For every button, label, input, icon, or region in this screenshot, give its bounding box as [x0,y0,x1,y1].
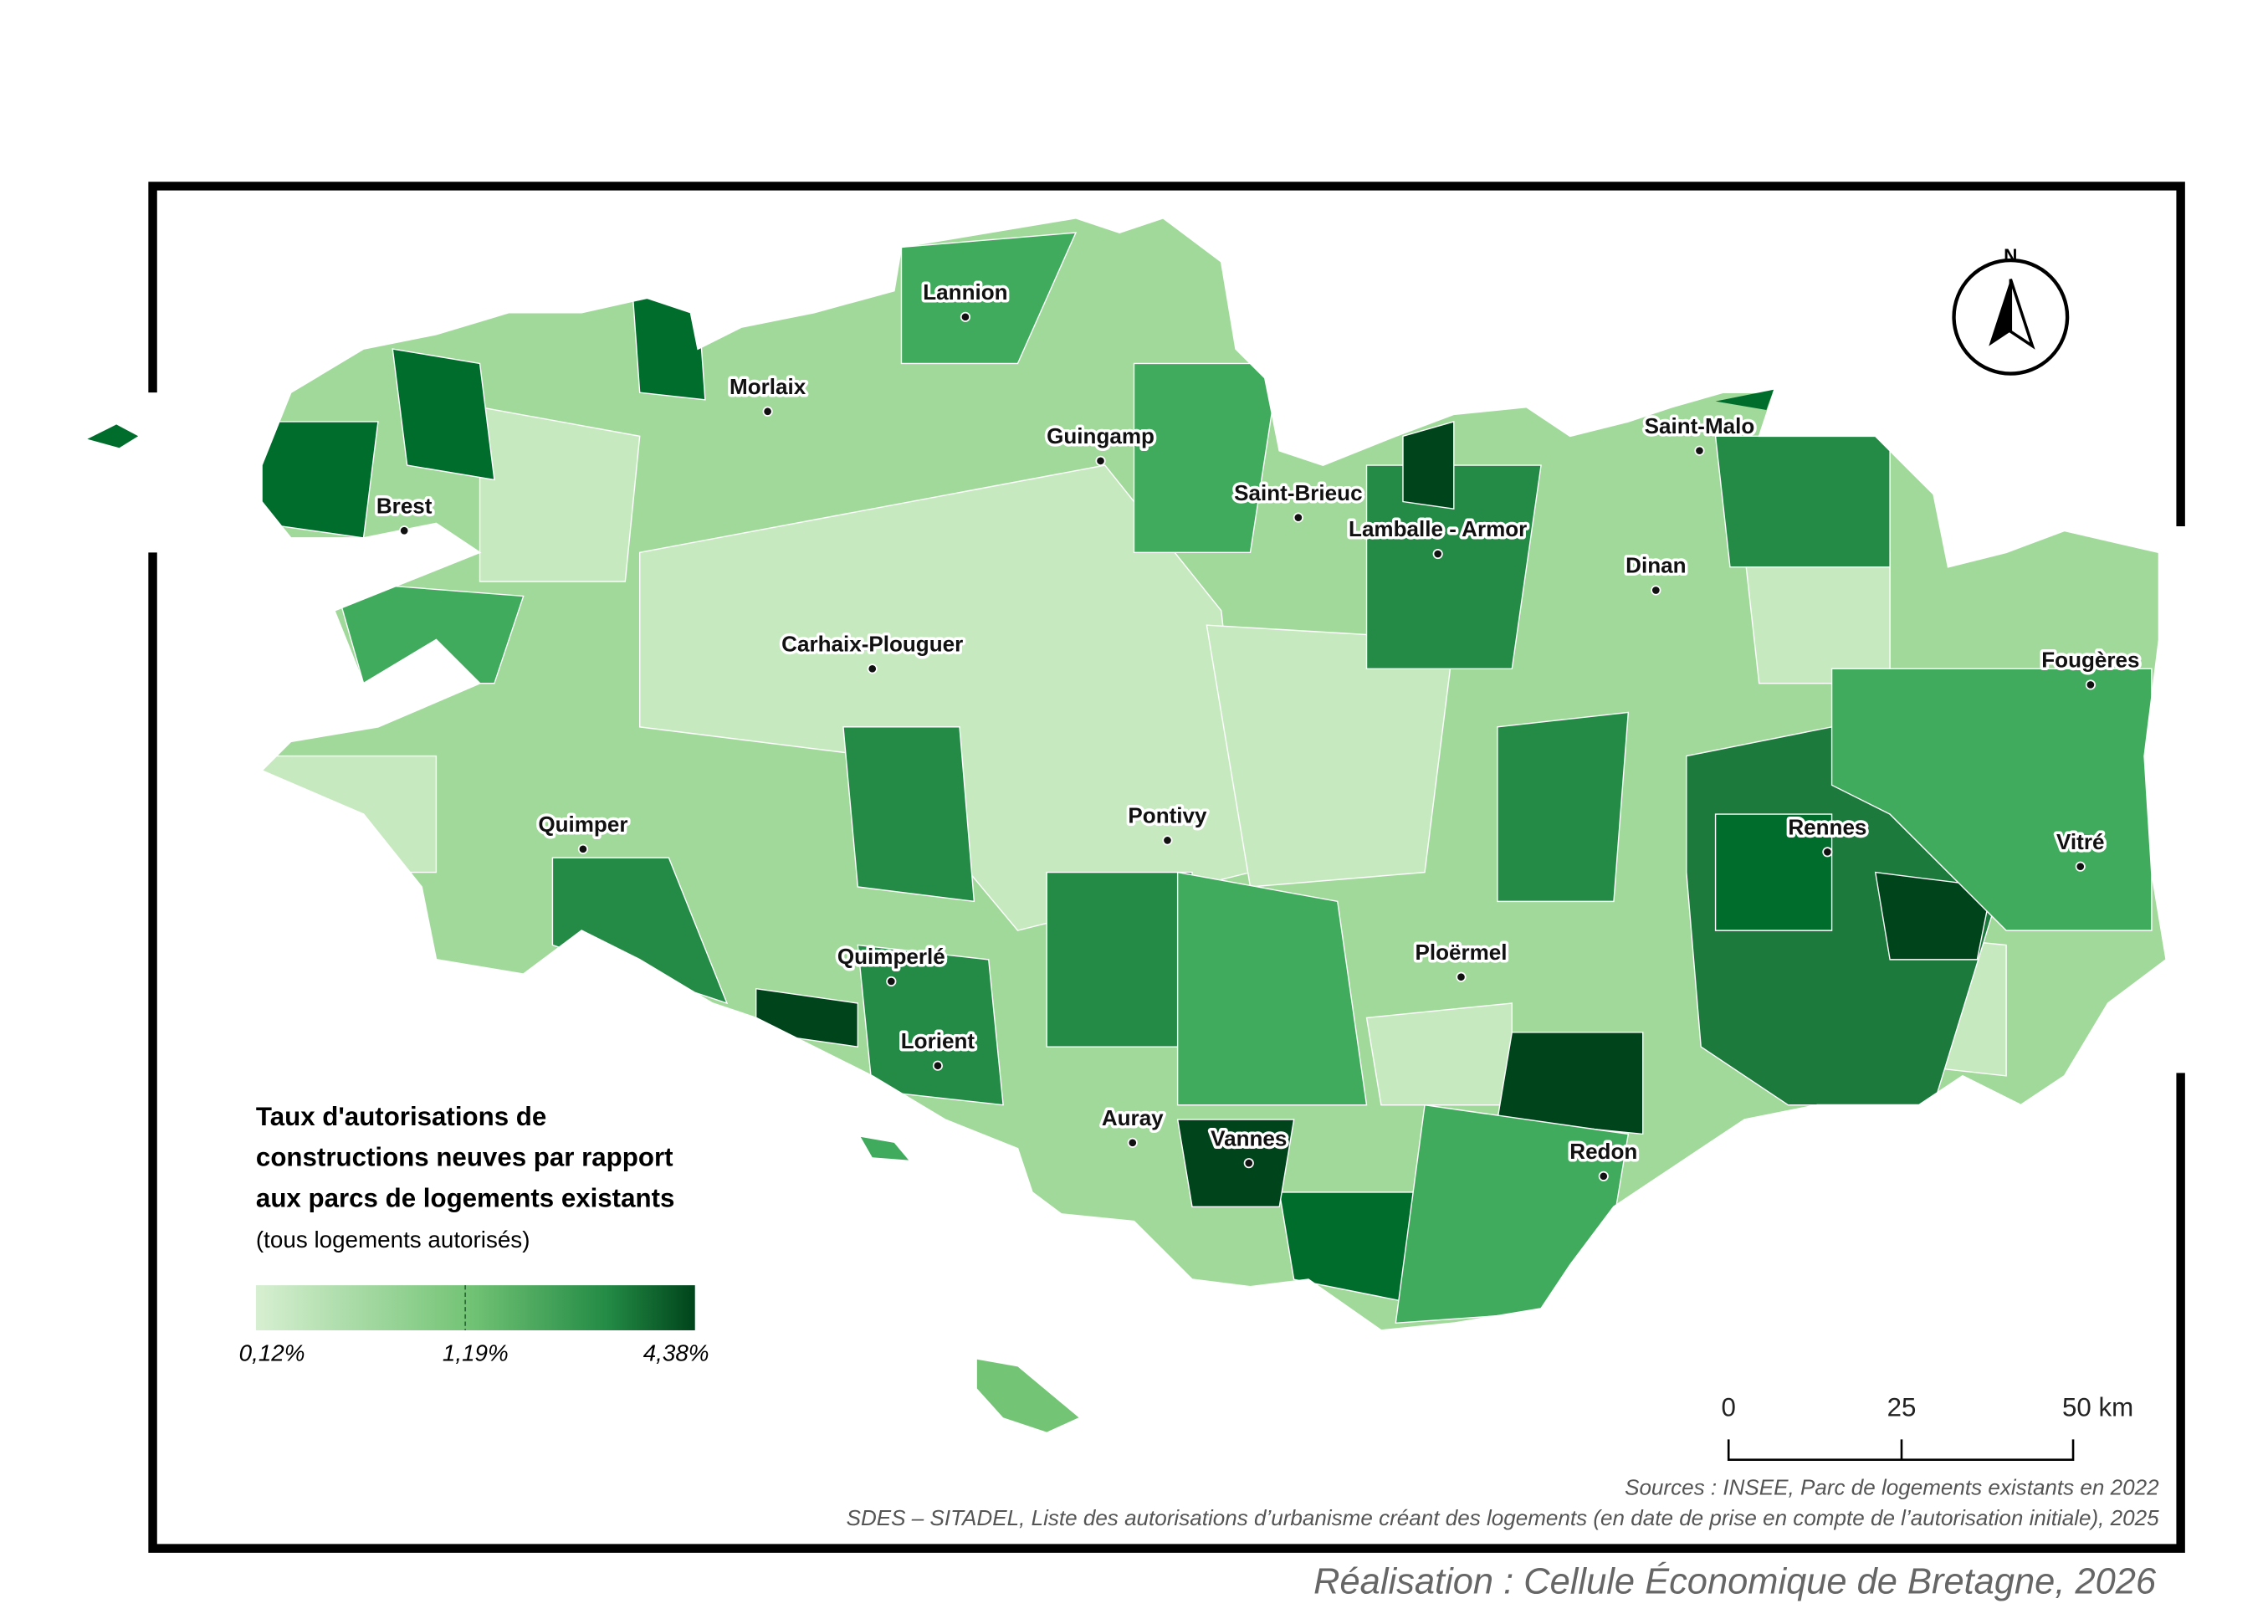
source: Sources : INSEE, Parc de logements exist… [1625,1474,2159,1499]
city-dot [399,525,410,536]
city-label: Fougères [2041,648,2139,673]
north-arrow: N [1952,245,2070,376]
city-label: Pontivy [1128,803,1207,828]
city-dot [1456,971,1467,982]
city-label: Vannes [1211,1125,1287,1150]
city-dot [1822,847,1833,858]
credit: Réalisation : Cellule Économique de Bret… [1313,1561,2157,1602]
city-dot [2085,679,2096,690]
city-dot [1127,1137,1138,1148]
city-label: Saint-Malo [1645,413,1755,438]
scale-label: 50 km [2062,1393,2133,1422]
scale-label: 25 [1887,1393,1917,1422]
legend-label: 1,19% [443,1340,509,1365]
city-label: Redon [1569,1139,1637,1164]
city-label: Guingamp [1047,423,1154,448]
city-dot [867,663,878,674]
source: SDES – SITADEL, Liste des autorisations … [847,1505,2159,1530]
city-dot [1095,455,1106,466]
city-dot [932,1060,943,1071]
scale-bar [1727,1439,2075,1461]
frame [148,182,2185,1553]
city-dot [577,843,588,854]
city-label: Lamballe - Armor [1349,516,1527,541]
city-dot [1293,512,1303,523]
city-dot [2075,861,2086,872]
cities: Lannion Morlaix Guingamp Brest Saint-Brieuc L… [373,276,2143,1181]
islands [87,389,1774,1432]
city-dot [1243,1158,1254,1169]
legend-title: aux parcs de logements existants [256,1183,674,1212]
city-label: Morlaix [730,374,806,399]
city-label: Saint-Brieuc [1234,480,1362,505]
scale-label: 0 [1722,1393,1736,1422]
city-dot [960,311,971,322]
city-dot [1162,835,1173,846]
city-label: Lorient [901,1028,975,1053]
city-label: Lannion [923,279,1007,305]
city-label: Vitré [2056,829,2104,854]
legend-label: 4,38% [643,1340,709,1365]
city-dot [1651,585,1661,596]
city-label: Dinan [1625,553,1686,578]
legend-label: 0,12% [239,1340,305,1365]
city-label: Rennes [1788,814,1866,839]
city-label: Auray [1102,1105,1164,1130]
city-dot [1694,445,1705,456]
city-dot [1598,1171,1609,1181]
city-label: Ploërmel [1415,940,1507,965]
city-label: Carhaix-Plouguer [781,631,963,656]
legend-title: Taux d'autorisations de [256,1102,546,1131]
city-dot [1432,548,1443,560]
north-label: N [2004,245,2017,266]
city-label: Brest [376,493,433,518]
legend-title: constructions neuves par rapport [256,1143,673,1172]
city-dot [762,406,773,417]
city-label: Quimperlé [837,944,945,969]
legend-bar [255,1285,695,1330]
city-label: Quimper [538,812,627,837]
city-dot [886,976,897,987]
legend-subtitle: (tous logements autorisés) [256,1227,530,1253]
